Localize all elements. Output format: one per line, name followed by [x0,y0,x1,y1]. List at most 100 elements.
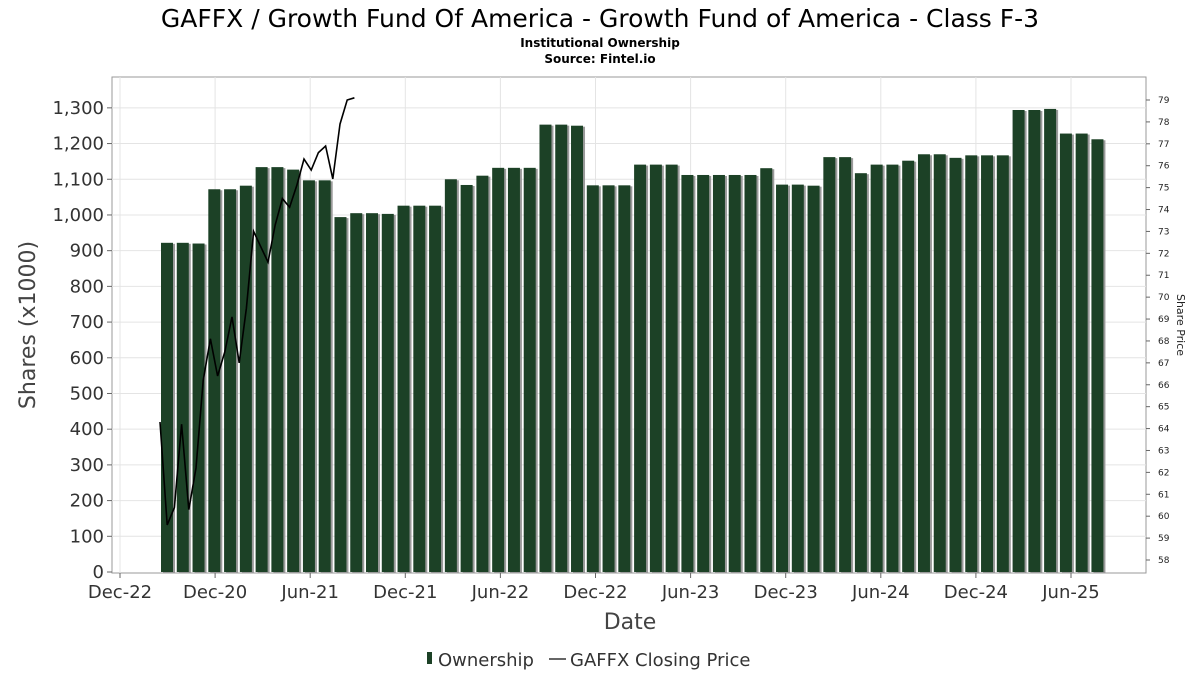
ownership-bar [255,167,268,572]
chart-source: Source: Fintel.io [544,52,655,66]
ownership-bar [523,167,536,572]
y-tick-label: 1,200 [52,134,104,155]
ownership-bar [776,184,789,573]
x-tick-label: Jun-22 [471,582,530,603]
ownership-bar [539,124,552,572]
y-tick-label: 800 [70,276,104,297]
ownership-bar [476,175,489,572]
ownership-bar [839,157,852,572]
ownership-bar [618,185,631,572]
x-tick-label: Dec-23 [754,582,818,603]
x-tick-label: Dec-22 [88,582,152,603]
ownership-bar [1075,133,1088,572]
ownership-bars [161,108,1106,574]
legend-ownership-label: Ownership [438,650,534,671]
ownership-bar [649,164,662,573]
ownership-bar [302,180,315,572]
x-tick-label: Jun-24 [851,582,910,603]
y2-tick-label: 78 [1158,118,1170,128]
y-axis-label: Shares (x1000) [16,241,41,409]
y2-tick-label: 59 [1158,534,1170,544]
ownership-bar [444,179,457,572]
ownership-bar [1028,109,1041,572]
y-tick-label: 500 [70,383,104,404]
y-tick-label: 400 [70,419,104,440]
ownership-bar [823,157,836,572]
ownership-bar [886,164,899,573]
x-tick-label: Jun-23 [661,582,720,603]
y-tick-label: 700 [70,312,104,333]
y-tick-label: 1,100 [52,169,104,190]
x-tick-label: Dec-21 [373,582,437,603]
ownership-bar [981,155,994,573]
y-tick-label: 1,300 [52,98,104,119]
x-tick-label: Jun-25 [1041,582,1100,603]
ownership-bar [507,167,520,572]
y2-tick-label: 70 [1158,293,1170,303]
ownership-bar [192,243,205,572]
ownership-bar [933,154,946,572]
y2-tick-label: 62 [1158,468,1169,478]
ownership-bar [1091,139,1104,572]
ownership-bar [239,185,252,573]
ownership-bar [665,164,678,573]
ownership-bar [917,154,930,572]
price-line [159,97,355,526]
ownership-bar [1059,133,1072,572]
y2-tick-label: 74 [1158,206,1170,216]
ownership-bar [1044,108,1057,572]
ownership-bar [744,174,757,573]
ownership-bar [366,213,379,572]
y2-tick-label: 77 [1158,140,1169,150]
ownership-bar [902,160,915,572]
y2-tick-label: 61 [1158,490,1169,500]
y2-tick-label: 69 [1158,315,1170,325]
y-tick-label: 900 [70,241,104,262]
ownership-bar [350,213,363,572]
ownership-bar [807,185,820,573]
y2-tick-label: 72 [1158,249,1169,259]
ownership-bar [460,184,473,572]
ownership-bar [681,174,694,573]
y2-tick-label: 66 [1158,381,1170,391]
y2-tick-label: 73 [1158,227,1169,237]
ownership-bar [760,168,773,573]
y-tick-label: 200 [70,491,104,512]
y-tick-label: 600 [70,348,104,369]
x-tick-label: Dec-24 [944,582,1008,603]
x-tick-label: Dec-20 [183,582,247,603]
y2-tick-label: 71 [1158,271,1169,281]
ownership-bar [176,242,189,572]
ownership-bar [208,189,221,573]
ownership-bar [697,174,710,573]
x-tick-label: Dec-22 [563,582,627,603]
ownership-bar [492,167,505,572]
y2-axis-label: Share Price [1174,294,1187,356]
legend: Ownership GAFFX Closing Price [427,650,750,671]
ownership-bar [949,157,962,572]
ownership-bar [555,124,568,572]
ownership-bar [996,155,1009,573]
y2-tick-label: 68 [1158,337,1170,347]
ownership-bar [791,184,804,573]
ownership-bar [413,205,426,572]
ownership-bar [965,155,978,573]
ownership-bar [397,205,410,572]
ownership-bar [271,167,284,572]
ownership-bar [870,164,883,573]
ownership-bar [1012,109,1025,572]
ownership-bar [381,213,394,572]
axes: 0 100 200 300 400 500 600 700 800 900 1,000 1,100 1,… [52,96,1169,603]
y2-tick-label: 63 [1158,446,1169,456]
ownership-bar [224,189,237,573]
y2-tick-label: 64 [1158,425,1170,435]
price-line-layer [159,97,355,526]
ownership-bar [634,164,647,573]
chart-title: GAFFX / Growth Fund Of America - Growth … [161,4,1039,33]
y2-tick-label: 60 [1158,512,1170,522]
x-axis-label: Date [604,610,657,635]
y2-tick-label: 75 [1158,184,1169,194]
y2-tick-label: 76 [1158,162,1170,172]
